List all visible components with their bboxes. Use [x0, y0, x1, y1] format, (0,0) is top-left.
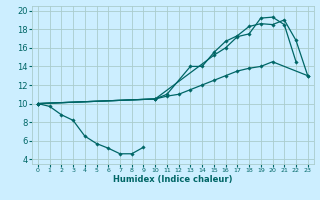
X-axis label: Humidex (Indice chaleur): Humidex (Indice chaleur) — [113, 175, 233, 184]
